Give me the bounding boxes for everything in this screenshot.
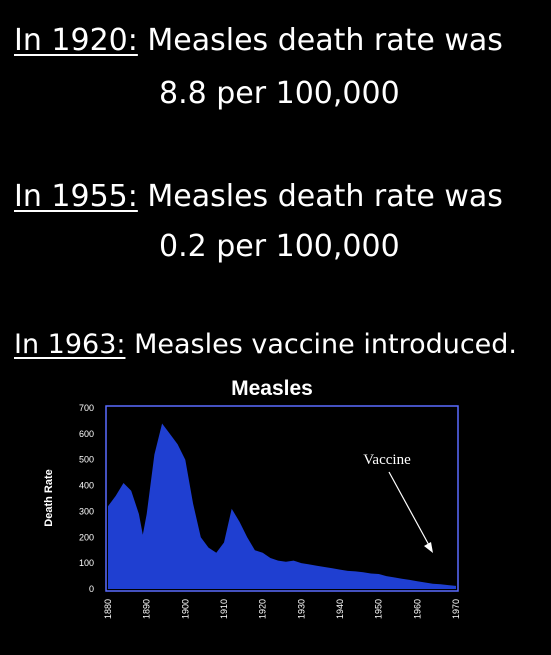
x-tick-label: 1880 [103, 599, 113, 619]
vaccine-arrowhead [424, 542, 433, 553]
year-label-1955: In 1955: [14, 179, 138, 214]
y-tick-label: 400 [79, 481, 94, 491]
year-label-1963: In 1963: [14, 329, 126, 360]
measles-chart: Measles Death Rate 0 100 200 300 400 500 600 70… [43, 377, 461, 619]
statement-1955-line2: 0.2 per 100,000 [159, 229, 400, 264]
y-tick-label: 600 [79, 429, 94, 439]
x-tick-label: 1910 [219, 599, 229, 619]
y-axis-label: Death Rate [43, 469, 55, 526]
y-tick-label: 200 [79, 532, 94, 542]
y-tick-label: 700 [79, 403, 94, 413]
plot-frame [105, 405, 459, 592]
y-tick-label: 500 [79, 455, 94, 465]
y-tick-label: 300 [79, 506, 94, 516]
statement-1920: In 1920: Measles death rate was [14, 26, 503, 56]
statement-1920-line2: 8.8 per 100,000 [159, 76, 400, 111]
y-axis-ticks: 0 100 200 300 400 500 600 700 [79, 403, 94, 594]
statement-1963: In 1963: Measles vaccine introduced. [14, 331, 517, 358]
statement-1955-line1: Measles death rate was [147, 179, 503, 214]
x-axis-ticks: 1880 1890 1900 1910 1920 1930 1940 1950 1960 1970 [103, 599, 461, 619]
y-tick-label: 100 [79, 558, 94, 568]
vaccine-annotation-label: Vaccine [363, 452, 411, 468]
statement-1920-line1: Measles death rate was [147, 23, 503, 58]
x-tick-label: 1900 [180, 599, 190, 619]
x-tick-label: 1890 [142, 599, 152, 619]
statement-1963-line1: Measles vaccine introduced. [134, 329, 518, 360]
x-tick-label: 1970 [451, 599, 461, 619]
year-label-1920: In 1920: [14, 23, 138, 58]
death-rate-area [108, 423, 456, 589]
chart-title: Measles [231, 377, 313, 400]
y-tick-label: 0 [89, 584, 94, 594]
x-tick-label: 1960 [412, 599, 422, 619]
x-tick-label: 1920 [258, 599, 268, 619]
vaccine-arrow [388, 471, 431, 548]
x-tick-label: 1930 [296, 599, 306, 619]
x-tick-label: 1950 [374, 599, 384, 619]
statement-1955: In 1955: Measles death rate was [14, 182, 503, 212]
x-tick-label: 1940 [335, 599, 345, 619]
